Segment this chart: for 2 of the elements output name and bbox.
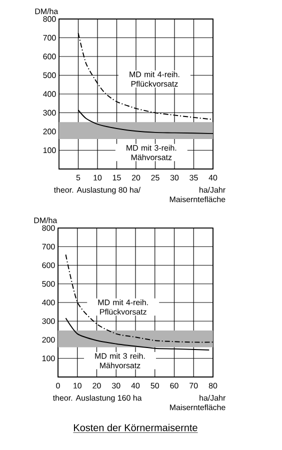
line-series	[65, 318, 210, 350]
text: Kosten der Körnermaisernte	[74, 424, 198, 432]
